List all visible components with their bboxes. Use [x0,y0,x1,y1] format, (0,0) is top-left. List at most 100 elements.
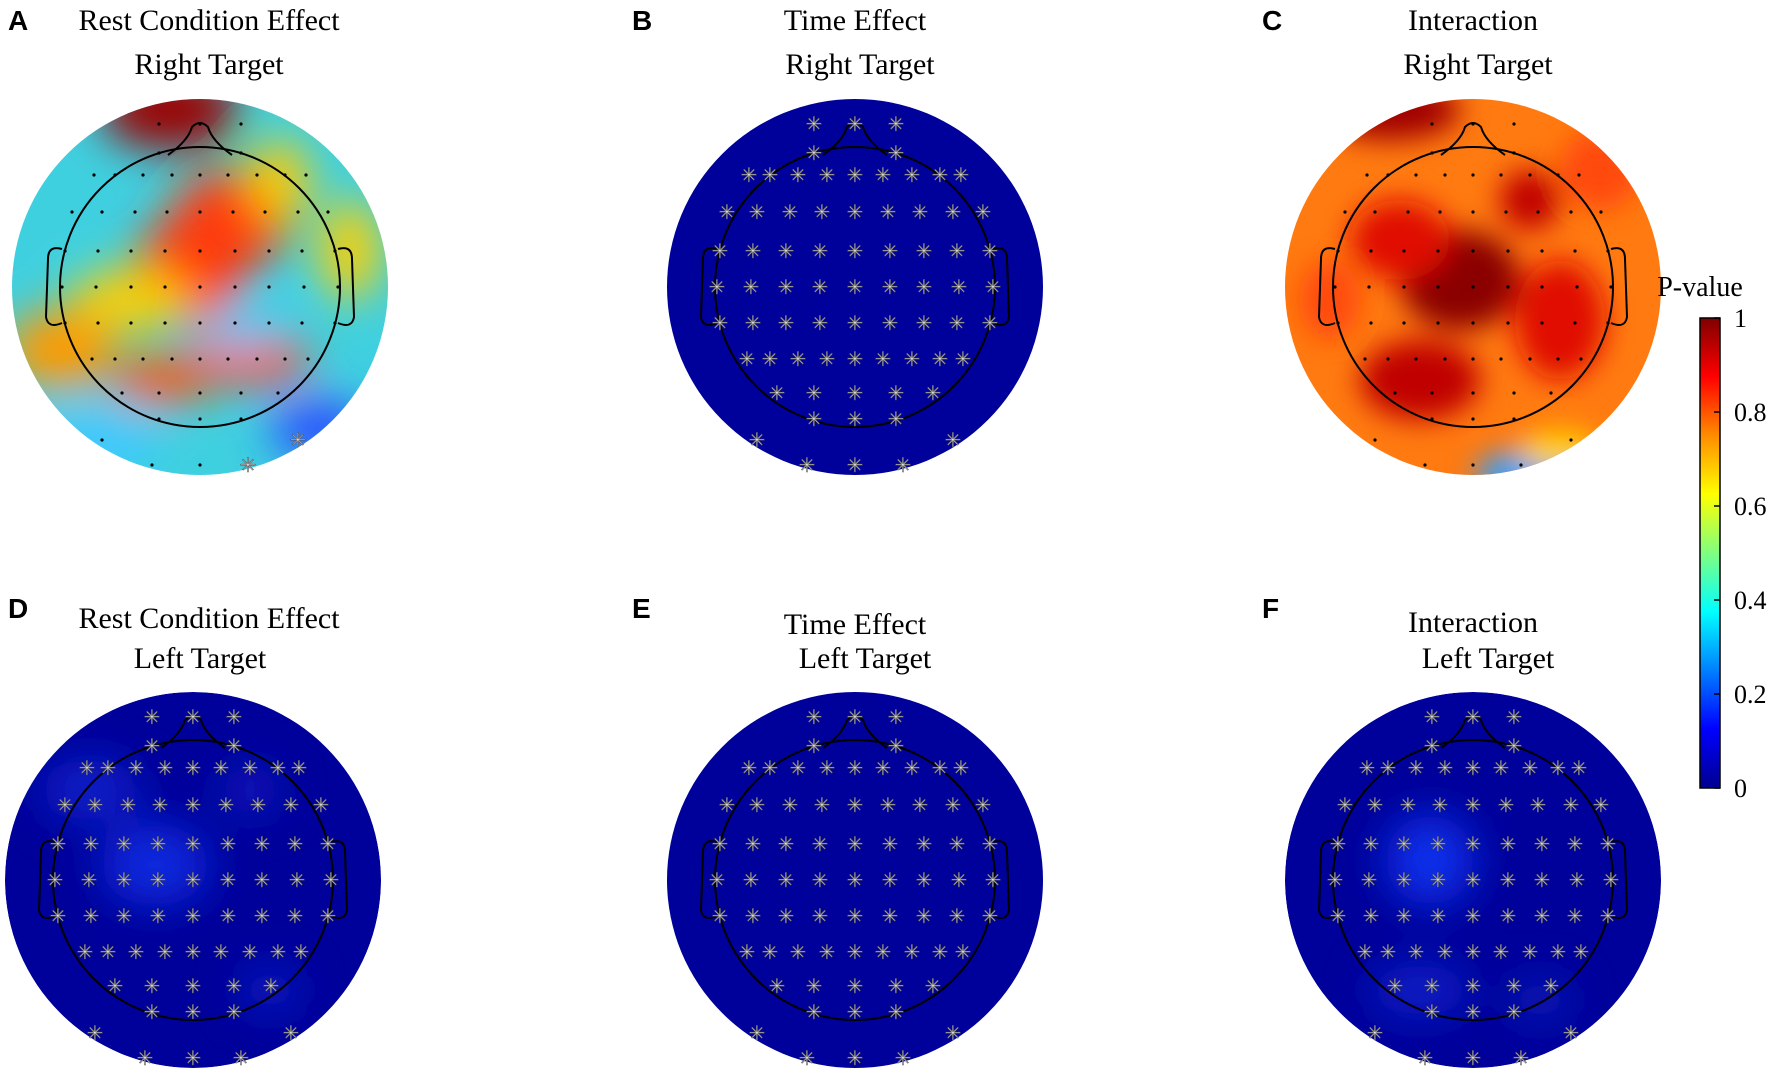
electrodes-c [1333,122,1613,467]
electrode-dot [231,210,235,214]
electrode-star: ✳ [945,793,962,817]
electrode-star: ✳ [847,756,864,780]
electrode-dot [63,249,67,253]
electrode-star: ✳ [185,832,202,856]
electrode-star: ✳ [1569,868,1586,892]
electrode-star: ✳ [812,275,829,299]
electrode-star: ✳ [79,756,96,780]
electrode-dot [170,173,174,177]
electrode-star: ✳ [83,832,100,856]
electrode-star: ✳ [912,793,929,817]
electrode-dot [1471,285,1475,289]
electrode-dot [1606,321,1610,325]
electrode-star: ✳ [949,904,966,928]
electrode-star: ✳ [847,275,864,299]
electrode-star: ✳ [719,200,736,224]
electrode-star: ✳ [263,974,280,998]
electrode-star: ✳ [875,940,892,964]
electrode-star: ✳ [1424,974,1441,998]
electrode-star: ✳ [1465,940,1482,964]
panel-b-title-line2: Right Target [785,48,935,81]
electrode-star: ✳ [320,904,337,928]
electrode-star: ✳ [709,868,726,892]
electrode-star: ✳ [745,832,762,856]
electrode-star: ✳ [1493,756,1510,780]
electrode-dot [226,173,230,177]
electrode-dot [198,173,202,177]
electrode-star: ✳ [847,1000,864,1024]
electrode-star: ✳ [291,756,308,780]
electrode-star: ✳ [778,239,795,263]
electrode-star: ✳ [185,940,202,964]
electrode-star: ✳ [812,239,829,263]
right-ear [992,247,1011,326]
electrode-star: ✳ [1424,705,1441,729]
electrode-star: ✳ [916,239,933,263]
electrode-dot [1436,321,1440,325]
electrode-dot [239,417,243,421]
electrode-star: ✳ [1563,1021,1580,1045]
electrode-star: ✳ [743,868,760,892]
electrode-star: ✳ [875,163,892,187]
electrode-star: ✳ [320,832,337,856]
electrode-star: ✳ [847,453,864,477]
electrode-star: ✳ [144,1000,161,1024]
panel-a: A Rest Condition Effect Right Target [8,4,388,475]
panel-b-title-line1: Time Effect [784,4,927,37]
electrode-star: ✳ [888,381,905,405]
electrode-star: ✳ [1506,705,1523,729]
electrode-markers: ✳ ✳ ✳ ✳ ✳ ✳ ✳ ✳ ✳ ✳ ✳ ✳ ✳ ✳ ✳ ✳ ✳ ✳ ✳ ✳ ✳ ✳ ✳ ✳ ✳ ✳ ✳ ✳ ✳ ✳ ✳ ✳ ✳ ✳ ✳ ✳ ✳ ✳ ✳ ✳… [46,112,1619,1071]
electrode-dot [1471,391,1475,395]
colorbar-tick-label: 0 [1734,774,1747,803]
electrode-star: ✳ [1327,868,1344,892]
electrode-star: ✳ [1465,832,1482,856]
electrode-star: ✳ [799,1046,816,1070]
topomap-e [667,692,1043,1068]
electrode-star: ✳ [778,832,795,856]
electrode-star: ✳ [847,239,864,263]
electrode-star: ✳ [1573,940,1590,964]
nose [1440,715,1506,749]
scalp-circle [1332,739,1614,1021]
left-ear [44,247,63,326]
electrode-star: ✳ [743,275,760,299]
electrode-star: ✳ [77,940,94,964]
colorbar-tick-label: 0.8 [1734,398,1767,427]
electrode-star: ✳ [1465,1046,1482,1070]
electrode-dot [1606,249,1610,253]
electrode-star: ✳ [1396,904,1413,928]
electrode-dot [1499,173,1503,177]
electrode-star: ✳ [1424,734,1441,758]
electrode-dot [1336,249,1340,253]
electrode-star: ✳ [144,974,161,998]
electrode-star: ✳ [762,347,779,371]
electrode-dot [1386,173,1390,177]
electrode-dot [1569,210,1573,214]
electrode-star: ✳ [1506,734,1523,758]
electrode-dot [96,321,100,325]
electrode-star: ✳ [1400,793,1417,817]
electrode-dot [1599,210,1603,214]
electrode-star: ✳ [220,868,237,892]
electrode-dot [276,391,280,395]
electrode-dot [70,210,74,214]
topomap-a [12,99,388,475]
electrode-star: ✳ [152,793,169,817]
electrode-star: ✳ [1367,1021,1384,1045]
electrode-star: ✳ [880,200,897,224]
electrode-star: ✳ [1396,868,1413,892]
head-outline-c [1317,122,1629,428]
electrode-star: ✳ [1506,974,1523,998]
electrode-star: ✳ [240,453,257,477]
electrode-star: ✳ [799,453,816,477]
electrode-star: ✳ [218,793,235,817]
electrode-star: ✳ [1330,904,1347,928]
electrode-star: ✳ [847,381,864,405]
electrode-dot [267,249,271,253]
electrode-dot [1506,285,1510,289]
electrode-star: ✳ [888,112,905,136]
electrode-star: ✳ [749,428,766,452]
electrode-star: ✳ [953,163,970,187]
electrode-star: ✳ [270,756,287,780]
electrode-star: ✳ [1337,793,1354,817]
